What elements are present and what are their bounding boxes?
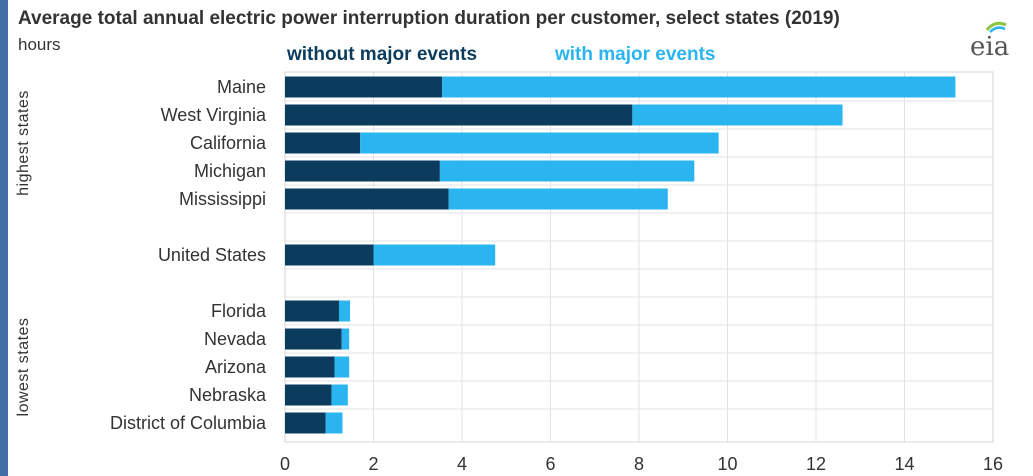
category-label: United States bbox=[158, 245, 266, 265]
category-label: Nebraska bbox=[189, 385, 267, 405]
eia-logo-text: eia bbox=[970, 32, 1010, 62]
bar-without-major-events bbox=[285, 412, 326, 434]
unit-label: hours bbox=[18, 35, 61, 54]
bar-with-major-events bbox=[439, 160, 695, 182]
x-tick-label: 14 bbox=[894, 454, 914, 474]
chart-card: Average total annual electric power inte… bbox=[8, 0, 1033, 476]
bar-with-major-events bbox=[373, 244, 496, 266]
bar-with-major-events bbox=[360, 132, 719, 154]
category-label: District of Columbia bbox=[110, 413, 267, 433]
x-tick-label: 6 bbox=[545, 454, 555, 474]
category-label: Florida bbox=[211, 301, 267, 321]
category-label: Arizona bbox=[205, 357, 267, 377]
category-label: West Virginia bbox=[161, 105, 267, 125]
legend-with-major-events: with major events bbox=[555, 44, 716, 65]
x-tick-label: 0 bbox=[280, 454, 290, 474]
legend-without-major-events: without major events bbox=[287, 44, 478, 65]
bar-without-major-events bbox=[285, 160, 440, 182]
bar-without-major-events bbox=[285, 76, 443, 98]
chart-title: Average total annual electric power inte… bbox=[18, 8, 840, 29]
x-tick-label: 4 bbox=[457, 454, 467, 474]
bar-without-major-events bbox=[285, 104, 633, 126]
bar-without-major-events bbox=[285, 188, 449, 210]
bar-with-major-events bbox=[325, 412, 343, 434]
bar-with-major-events bbox=[442, 76, 956, 98]
group-label: highest states bbox=[15, 90, 32, 196]
x-tick-label: 8 bbox=[634, 454, 644, 474]
bar-with-major-events bbox=[338, 300, 351, 322]
category-label: Maine bbox=[217, 77, 266, 97]
bar-without-major-events bbox=[285, 384, 332, 406]
eia-logo-mark-icon bbox=[985, 21, 1007, 33]
bar-with-major-events bbox=[334, 356, 350, 378]
bar-without-major-events bbox=[285, 328, 342, 350]
x-tick-label: 12 bbox=[806, 454, 826, 474]
bar-with-major-events bbox=[632, 104, 843, 126]
category-label: Nevada bbox=[204, 329, 267, 349]
bar-without-major-events bbox=[285, 300, 339, 322]
bar-with-major-events bbox=[331, 384, 348, 406]
x-tick-label: 16 bbox=[983, 454, 1003, 474]
bar-without-major-events bbox=[285, 356, 335, 378]
category-label: California bbox=[190, 133, 267, 153]
bar-with-major-events bbox=[341, 328, 350, 350]
x-tick-label: 10 bbox=[717, 454, 737, 474]
eia-logo: eia bbox=[970, 20, 1015, 62]
group-label: lowest states bbox=[15, 318, 32, 417]
bar-without-major-events bbox=[285, 132, 361, 154]
x-tick-label: 2 bbox=[368, 454, 378, 474]
bar-with-major-events bbox=[448, 188, 668, 210]
category-label: Mississippi bbox=[179, 189, 266, 209]
bar-without-major-events bbox=[285, 244, 374, 266]
category-label: Michigan bbox=[194, 161, 266, 181]
bar-chart: Maine West Virginia California Michigan Miss… bbox=[15, 71, 1003, 474]
